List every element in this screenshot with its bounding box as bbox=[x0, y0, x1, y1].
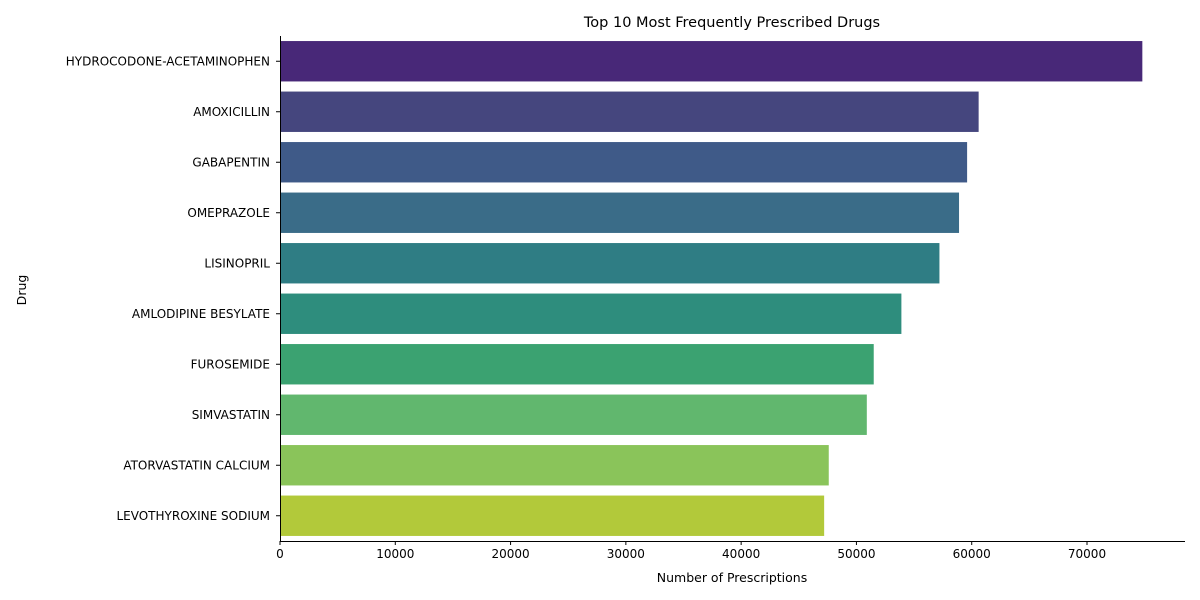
x-tick-label: 50000 bbox=[837, 547, 875, 561]
y-axis-label: Drug bbox=[14, 275, 29, 306]
bar bbox=[280, 142, 968, 183]
x-tick-label: 70000 bbox=[1068, 547, 1106, 561]
x-tick-label: 40000 bbox=[722, 547, 760, 561]
y-tick-label: HYDROCODONE-ACETAMINOPHEN bbox=[66, 54, 270, 68]
x-axis-ticks: 0 10000 20000 30000 40000 50000 60000 70000 bbox=[276, 541, 1106, 561]
x-tick-label: 0 bbox=[276, 547, 284, 561]
bar bbox=[280, 344, 874, 385]
bar bbox=[280, 394, 867, 435]
y-tick-label: LISINOPRIL bbox=[204, 256, 270, 270]
x-tick-label: 10000 bbox=[376, 547, 414, 561]
y-tick-label: GABAPENTIN bbox=[192, 155, 270, 169]
bar bbox=[280, 293, 902, 334]
bar bbox=[280, 192, 960, 233]
x-tick-label: 20000 bbox=[491, 547, 529, 561]
bar bbox=[280, 41, 1143, 82]
bar bbox=[280, 91, 979, 132]
bar bbox=[280, 243, 940, 284]
x-tick-label: 60000 bbox=[953, 547, 991, 561]
bar bbox=[280, 495, 825, 536]
x-tick-label: 30000 bbox=[607, 547, 645, 561]
y-axis-ticks: HYDROCODONE-ACETAMINOPHEN AMOXICILLIN GABA… bbox=[66, 54, 280, 523]
y-tick-label: OMEPRAZOLE bbox=[187, 206, 270, 220]
y-tick-label: AMLODIPINE BESYLATE bbox=[132, 307, 270, 321]
y-tick-label: SIMVASTATIN bbox=[192, 408, 270, 422]
bar bbox=[280, 445, 829, 486]
x-axis-label: Number of Prescriptions bbox=[657, 570, 807, 585]
y-tick-label: LEVOTHYROXINE SODIUM bbox=[116, 509, 270, 523]
y-tick-label: FUROSEMIDE bbox=[191, 357, 270, 371]
bars bbox=[280, 41, 1143, 536]
y-tick-label: AMOXICILLIN bbox=[193, 105, 270, 119]
y-tick-label: ATORVASTATIN CALCIUM bbox=[123, 458, 270, 472]
chart-title: Top 10 Most Frequently Prescribed Drugs bbox=[583, 15, 880, 31]
